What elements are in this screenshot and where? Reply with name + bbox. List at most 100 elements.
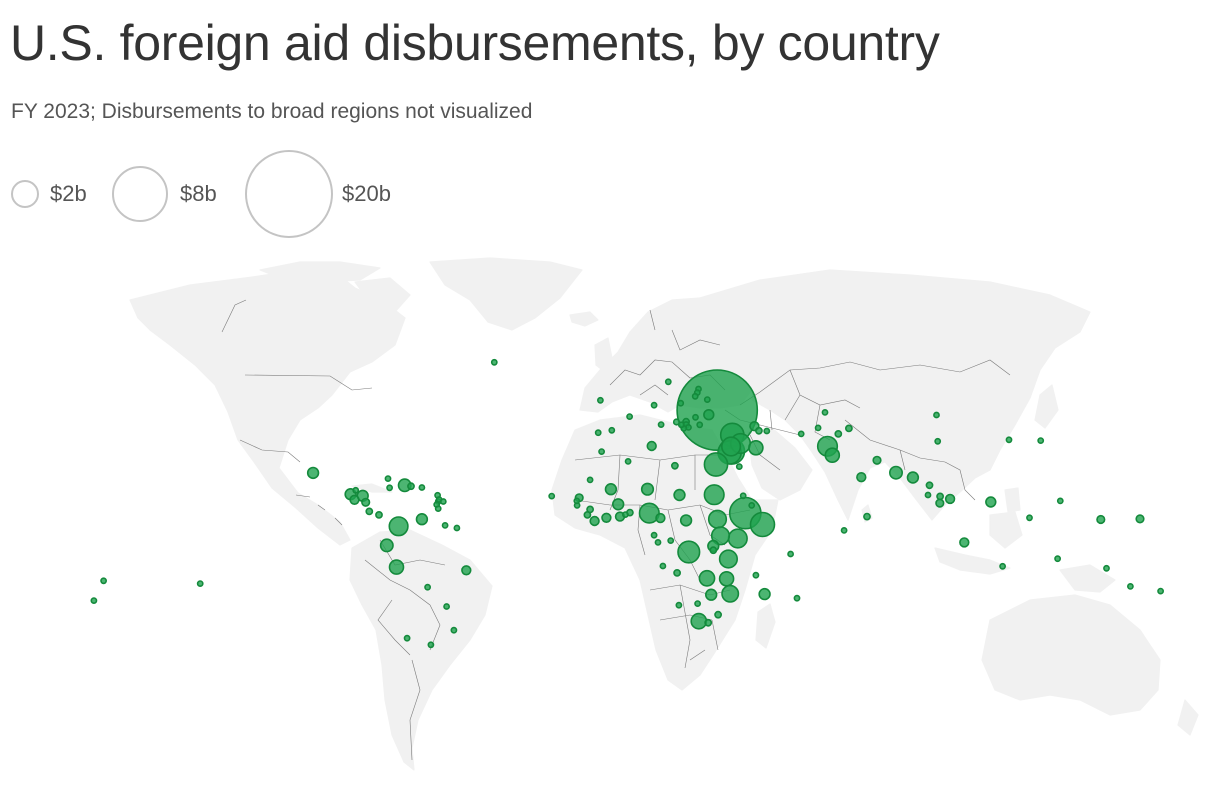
land-baffin: [354, 277, 411, 313]
aid-bubble: [703, 452, 729, 477]
aid-bubble: [597, 396, 604, 404]
aid-bubble: [999, 562, 1006, 570]
aid-bubble: [450, 626, 458, 634]
aid-bubble: [924, 491, 932, 499]
legend-label-large: $20b: [342, 181, 391, 206]
aid-bubble: [388, 516, 409, 537]
aid-bubble: [692, 413, 699, 421]
aid-bubble: [675, 601, 683, 609]
border-us-mexico: [239, 439, 301, 463]
land-new-zealand: [1177, 699, 1199, 736]
aid-bubble: [944, 493, 956, 505]
aid-bubble: [490, 358, 498, 366]
aid-bubble: [694, 600, 701, 607]
aid-bubble: [985, 496, 997, 508]
aid-bubble: [1037, 437, 1045, 444]
aid-bubble: [657, 421, 665, 428]
aid-bubble: [375, 511, 383, 519]
aid-bubble: [1054, 555, 1061, 563]
aid-bubble: [424, 583, 431, 591]
border-south-america-a: [364, 559, 441, 761]
aid-bubble: [626, 413, 633, 420]
aid-bubble: [934, 437, 942, 445]
aid-bubble: [1127, 583, 1134, 590]
aid-bubble: [573, 497, 581, 505]
aid-bubble: [611, 498, 625, 511]
aid-bubble: [677, 421, 685, 429]
land-asia: [699, 269, 1091, 521]
border-europe: [609, 309, 726, 396]
aid-bubble: [856, 472, 867, 483]
aid-bubble: [453, 524, 461, 532]
aid-bubble: [698, 569, 716, 587]
aid-bubble: [672, 418, 681, 426]
land-iceland: [569, 311, 599, 327]
aid-bubble: [622, 511, 629, 518]
land-masses: [129, 257, 1199, 771]
aid-bubble: [361, 497, 371, 507]
aid-bubble: [935, 498, 945, 508]
aid-bubble: [1096, 514, 1106, 525]
aid-bubble: [624, 457, 632, 465]
aid-bubble: [748, 439, 764, 456]
aid-bubble: [936, 492, 944, 501]
border-canada-us: [244, 374, 373, 391]
aid-bubble: [690, 612, 708, 630]
border-africa-mid: [574, 499, 751, 581]
aid-bubble: [352, 486, 360, 494]
aid-bubble: [640, 482, 655, 496]
land-south-america: [349, 529, 493, 771]
aid-bubble: [608, 426, 616, 434]
aid-bubble: [90, 597, 98, 604]
aid-bubble: [671, 461, 679, 470]
aid-bubble: [384, 475, 392, 482]
aid-bubble: [439, 498, 447, 505]
country-borders: [221, 299, 1011, 761]
aid-bubble: [704, 588, 718, 601]
aid-bubble: [824, 447, 841, 464]
land-indonesia: [934, 547, 1011, 575]
aid-bubble: [388, 559, 405, 575]
land-arabia: [747, 427, 813, 501]
aid-bubble: [787, 550, 794, 558]
border-russia: [739, 359, 1011, 406]
land-new-guinea: [1059, 564, 1116, 593]
aid-bubble: [677, 399, 685, 407]
aid-bubble: [707, 509, 728, 529]
aid-bubble: [379, 538, 394, 553]
aid-bubble: [925, 481, 934, 490]
aid-bubble: [1135, 514, 1145, 524]
aid-bubble: [415, 512, 429, 526]
legend-circle-large: [245, 150, 333, 238]
aid-bubble: [659, 562, 667, 570]
aid-bubble: [598, 448, 605, 455]
aid-bubble: [650, 531, 658, 539]
legend-circle-small: [11, 180, 39, 208]
aid-bubble: [959, 537, 970, 548]
border-china-india: [844, 419, 976, 501]
aid-bubble: [714, 610, 722, 619]
legend-label-medium: $8b: [180, 181, 217, 206]
aid-bubble: [845, 424, 853, 433]
aid-bubble: [840, 527, 848, 534]
legend-circle-medium: [112, 166, 168, 222]
aid-bubble: [594, 429, 602, 437]
aid-bubble: [718, 570, 735, 587]
aid-bubble: [386, 484, 393, 492]
aid-bubble: [196, 580, 204, 587]
aid-bubble: [365, 507, 374, 516]
aid-bubble: [1005, 436, 1013, 444]
aid-bubble: [1103, 564, 1110, 572]
border-africa-north: [574, 454, 725, 511]
aid-bubble: [755, 426, 763, 435]
aid-bubble: [461, 565, 472, 576]
aid-bubble: [703, 396, 711, 403]
aid-bubble: [749, 511, 776, 538]
border-africa-south: [649, 584, 731, 669]
aid-bubble: [650, 401, 658, 409]
aid-bubble: [709, 546, 718, 555]
aid-bubble: [703, 409, 715, 421]
aid-bubble: [718, 549, 739, 569]
aid-bubble: [763, 427, 771, 435]
aid-bubble: [604, 483, 618, 496]
